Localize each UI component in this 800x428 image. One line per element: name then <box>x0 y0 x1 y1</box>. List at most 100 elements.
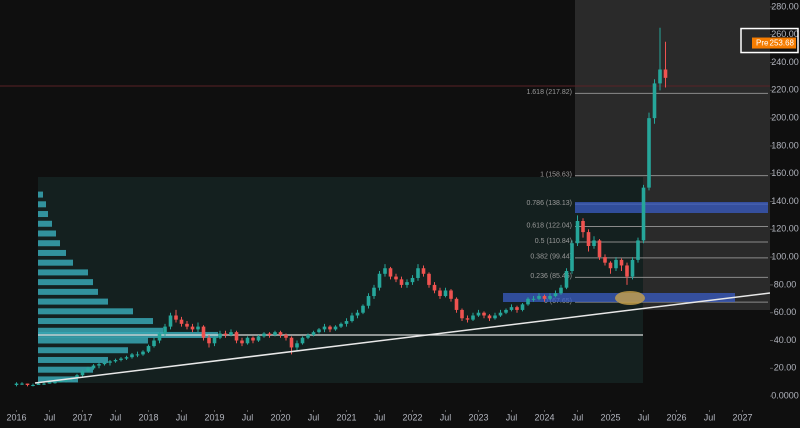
candle-body <box>526 298 530 305</box>
profile-zone <box>38 177 643 383</box>
x-tick-label: 2018 <box>138 412 158 422</box>
y-tick-label: 140.00 <box>771 196 799 206</box>
candle-body <box>504 309 508 313</box>
y-tick-label: 280.00 <box>771 1 799 11</box>
profile-bar <box>38 259 73 266</box>
highlight <box>615 291 645 305</box>
profile-bar <box>38 318 153 325</box>
badge-tag: Pre <box>756 39 769 48</box>
candle-body <box>273 332 277 335</box>
x-tick-label: Jul <box>440 412 452 422</box>
candle-body <box>278 332 283 335</box>
profile-bar <box>38 249 66 256</box>
volume-profile <box>38 191 218 383</box>
candle-body <box>625 265 629 277</box>
x-tick-label: Jul <box>374 412 386 422</box>
candle-body <box>410 277 415 283</box>
candle-body <box>372 287 376 297</box>
candle-body <box>581 220 585 233</box>
profile-bar <box>38 240 60 247</box>
candle-body <box>146 346 151 352</box>
candle-body <box>207 337 211 344</box>
candle-body <box>141 351 145 355</box>
y-tick-label: 100.00 <box>771 251 799 261</box>
candle-body <box>383 268 387 274</box>
trend-line <box>34 292 771 384</box>
candle-body <box>564 271 569 288</box>
candle-body <box>443 290 448 297</box>
candle-body <box>350 315 354 322</box>
candle-body <box>597 240 602 258</box>
candle-body <box>553 293 558 297</box>
candle-body <box>179 319 184 324</box>
candle-body <box>476 312 481 316</box>
candle-body <box>570 243 574 272</box>
candle-body <box>300 337 305 344</box>
profile-bar <box>38 269 88 276</box>
profile-bar <box>38 376 78 383</box>
fib-label: 1 (158.63) <box>540 171 572 178</box>
y-tick-label: 0.0000 <box>771 390 799 400</box>
candles <box>14 27 668 387</box>
candle-body <box>124 357 129 359</box>
candle-body <box>229 332 233 335</box>
candle-body <box>36 383 41 385</box>
candle-body <box>234 332 239 341</box>
badge-value: 253.68 <box>770 39 795 48</box>
profile-bar <box>38 327 163 334</box>
x-tick-label: 2017 <box>72 412 92 422</box>
candle-body <box>64 379 68 381</box>
candle-body <box>449 290 453 299</box>
candle-body <box>531 298 536 300</box>
candle-body <box>190 326 195 330</box>
fib-label: 0.236 (85.45) <box>530 273 572 280</box>
candle-body <box>80 371 85 376</box>
candle-body <box>630 259 635 277</box>
candle-body <box>251 337 255 341</box>
candle-body <box>102 362 107 365</box>
x-tick-label: Jul <box>110 412 122 422</box>
x-tick-label: 2023 <box>468 412 488 422</box>
candle-body <box>218 333 222 338</box>
candle-body <box>267 333 272 335</box>
candle-body <box>438 290 442 297</box>
fib-label: 0.382 (99.44) <box>530 254 572 261</box>
candle-body <box>498 312 503 316</box>
x-tick-label: 2026 <box>666 412 686 422</box>
candle-body <box>405 282 409 285</box>
candle-body <box>592 240 596 246</box>
candle-body <box>289 337 294 348</box>
candle-body <box>97 364 101 366</box>
candle-body <box>262 333 266 337</box>
x-tick-label: 2019 <box>204 412 224 422</box>
candle-body <box>427 273 431 285</box>
candle-body <box>20 383 24 385</box>
candle-body <box>652 83 657 119</box>
candle-body <box>548 296 552 299</box>
candle-body <box>416 268 420 278</box>
candle-body <box>174 315 178 320</box>
x-tick-label: Jul <box>638 412 650 422</box>
candle-body <box>586 232 591 246</box>
y-tick-label: 180.00 <box>771 140 799 150</box>
x-tick-label: Jul <box>308 412 320 422</box>
candle-body <box>135 354 140 356</box>
candle-body <box>641 187 646 241</box>
candle-body <box>196 326 200 330</box>
fib-label: 0.5 (110.84) <box>535 238 572 245</box>
y-tick-label: 200.00 <box>771 113 799 123</box>
candle-body <box>25 383 30 385</box>
candle-body <box>559 287 563 294</box>
candle-body <box>465 318 470 320</box>
y-tick-label: 120.00 <box>771 224 799 234</box>
profile-bar <box>38 220 52 227</box>
x-tick-label: 2021 <box>336 412 356 422</box>
y-tick-label: 240.00 <box>771 57 799 67</box>
candle-body <box>520 304 525 310</box>
candle-body <box>515 307 519 310</box>
candle-body <box>256 336 261 341</box>
badge-frame <box>740 27 799 54</box>
candle-body <box>636 240 640 260</box>
x-tick-label: Jul <box>572 412 584 422</box>
